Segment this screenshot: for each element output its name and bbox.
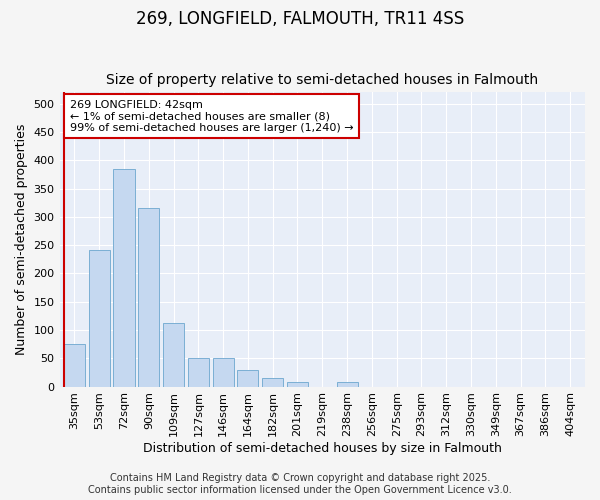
Bar <box>64 344 85 387</box>
Text: Contains HM Land Registry data © Crown copyright and database right 2025.
Contai: Contains HM Land Registry data © Crown c… <box>88 474 512 495</box>
Bar <box>163 322 184 386</box>
Bar <box>287 382 308 386</box>
Bar <box>262 378 283 386</box>
Bar <box>337 382 358 386</box>
Y-axis label: Number of semi-detached properties: Number of semi-detached properties <box>15 124 28 355</box>
Bar <box>188 358 209 386</box>
Bar <box>238 370 259 386</box>
Bar <box>113 168 134 386</box>
Bar <box>212 358 233 386</box>
X-axis label: Distribution of semi-detached houses by size in Falmouth: Distribution of semi-detached houses by … <box>143 442 502 455</box>
Bar <box>138 208 160 386</box>
Bar <box>89 250 110 386</box>
Text: 269 LONGFIELD: 42sqm
← 1% of semi-detached houses are smaller (8)
99% of semi-de: 269 LONGFIELD: 42sqm ← 1% of semi-detach… <box>70 100 353 133</box>
Title: Size of property relative to semi-detached houses in Falmouth: Size of property relative to semi-detach… <box>106 73 538 87</box>
Text: 269, LONGFIELD, FALMOUTH, TR11 4SS: 269, LONGFIELD, FALMOUTH, TR11 4SS <box>136 10 464 28</box>
